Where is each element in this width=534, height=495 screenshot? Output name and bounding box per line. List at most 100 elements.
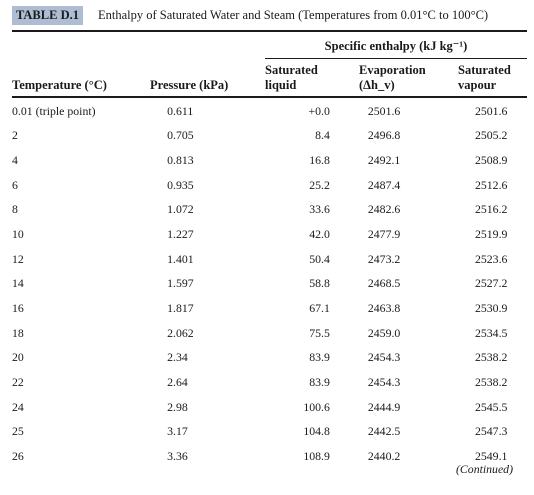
table-row: 20 2.34 83.9 2454.3 2538.2 xyxy=(0,345,534,370)
cell-pressure: 2.64 xyxy=(167,374,188,389)
cell-temperature: 12 xyxy=(12,251,24,266)
cell-evaporation: 2477.9 xyxy=(367,227,401,242)
table-row: 24 2.98 100.6 2444.9 2545.5 xyxy=(0,395,534,420)
cell-temperature: 4 xyxy=(12,153,18,168)
table-row: 8 1.072 33.6 2482.6 2516.2 xyxy=(0,198,534,223)
specific-enthalpy-header: Specific enthalpy (kJ kg⁻¹) xyxy=(324,39,468,53)
cell-saturated-vapour: 2508.9 xyxy=(474,153,508,168)
header-saturated-liquid: Saturated liquid xyxy=(265,63,318,93)
table-row: 18 2.062 75.5 2459.0 2534.5 xyxy=(0,321,534,346)
cell-pressure: 0.935 xyxy=(167,177,194,192)
header-saturated-liquid-line1: Saturated xyxy=(265,63,318,77)
continued-note: (Continued) xyxy=(456,462,514,476)
cell-temperature: 22 xyxy=(12,374,24,389)
cell-saturated-vapour: 2516.2 xyxy=(474,202,508,217)
cell-pressure: 2.34 xyxy=(167,350,188,365)
cell-saturated-liquid: +0.0 xyxy=(308,103,330,118)
cell-saturated-liquid: 8.4 xyxy=(315,128,330,143)
header-saturated-liquid-line2: liquid xyxy=(265,78,297,92)
table-row: 12 1.401 50.4 2473.2 2523.6 xyxy=(0,247,534,272)
table-row: 22 2.64 83.9 2454.3 2538.2 xyxy=(0,370,534,395)
cell-saturated-vapour: 2523.6 xyxy=(474,251,508,266)
cell-saturated-vapour: 2519.9 xyxy=(474,227,508,242)
table-row: 6 0.935 25.2 2487.4 2512.6 xyxy=(0,173,534,198)
enthalpy-table: 0.01 (triple point) 0.611 +0.0 2501.6 2501.6… xyxy=(0,99,534,469)
cell-pressure: 2.98 xyxy=(167,399,188,414)
header-saturated-vapour: Saturated vapour xyxy=(458,63,511,93)
cell-pressure: 3.17 xyxy=(167,424,188,439)
cell-pressure: 1.817 xyxy=(167,300,194,315)
cell-pressure: 2.062 xyxy=(167,325,194,340)
cell-saturated-liquid: 83.9 xyxy=(309,350,330,365)
cell-saturated-vapour: 2534.5 xyxy=(474,325,508,340)
cell-saturated-liquid: 58.8 xyxy=(309,276,330,291)
header-bottom-rule xyxy=(12,96,527,98)
cell-temperature: 10 xyxy=(12,227,24,242)
cell-saturated-liquid: 75.5 xyxy=(309,325,330,340)
cell-pressure: 1.227 xyxy=(167,227,194,242)
cell-temperature: 18 xyxy=(12,325,24,340)
cell-saturated-vapour: 2505.2 xyxy=(474,128,508,143)
cell-evaporation: 2468.5 xyxy=(367,276,401,291)
cell-saturated-vapour: 2549.1 xyxy=(474,448,508,463)
cell-saturated-liquid: 42.0 xyxy=(309,227,330,242)
cell-temperature: 2 xyxy=(12,128,18,143)
header-pressure: Pressure (kPa) xyxy=(150,78,229,92)
table-row: 10 1.227 42.0 2477.9 2519.9 xyxy=(0,222,534,247)
cell-temperature: 16 xyxy=(12,300,24,315)
table-row: 26 3.36 108.9 2440.2 2549.1 xyxy=(0,444,534,469)
cell-pressure: 3.36 xyxy=(167,448,188,463)
table-row: 0.01 (triple point) 0.611 +0.0 2501.6 2501.6 xyxy=(0,99,534,124)
cell-temperature: 20 xyxy=(12,350,24,365)
cell-saturated-vapour: 2538.2 xyxy=(474,350,508,365)
cell-temperature: 14 xyxy=(12,276,24,291)
cell-temperature: 24 xyxy=(12,399,24,414)
header-temperature: Temperature (°C) xyxy=(12,78,107,92)
cell-saturated-vapour: 2512.6 xyxy=(474,177,508,192)
cell-temperature: 26 xyxy=(12,448,24,463)
table-row: 2 0.705 8.4 2496.8 2505.2 xyxy=(0,124,534,149)
cell-saturated-liquid: 67.1 xyxy=(309,300,330,315)
cell-evaporation: 2454.3 xyxy=(367,350,401,365)
table-number-tag: TABLE D.1 xyxy=(12,6,83,25)
cell-evaporation: 2444.9 xyxy=(367,399,401,414)
cell-saturated-vapour: 2538.2 xyxy=(474,374,508,389)
header-evaporation: Evaporation (Δh_v) xyxy=(359,63,426,93)
cell-evaporation: 2440.2 xyxy=(367,448,401,463)
header-evaporation-line1: Evaporation xyxy=(359,63,426,77)
cell-saturated-liquid: 16.8 xyxy=(309,153,330,168)
table-row: 4 0.813 16.8 2492.1 2508.9 xyxy=(0,148,534,173)
top-rule xyxy=(12,30,527,32)
cell-saturated-liquid: 50.4 xyxy=(309,251,330,266)
cell-evaporation: 2501.6 xyxy=(367,103,401,118)
cell-temperature: 0.01 (triple point) xyxy=(12,103,96,118)
cell-evaporation: 2459.0 xyxy=(367,325,401,340)
cell-evaporation: 2463.8 xyxy=(367,300,401,315)
cell-evaporation: 2442.5 xyxy=(367,424,401,439)
cell-saturated-vapour: 2547.3 xyxy=(474,424,508,439)
cell-saturated-vapour: 2501.6 xyxy=(474,103,508,118)
cell-evaporation: 2496.8 xyxy=(367,128,401,143)
cell-evaporation: 2487.4 xyxy=(367,177,401,192)
table-title: TABLE D.1 Enthalpy of Saturated Water an… xyxy=(12,6,527,26)
cell-evaporation: 2482.6 xyxy=(367,202,401,217)
cell-saturated-liquid: 33.6 xyxy=(309,202,330,217)
cell-pressure: 0.813 xyxy=(167,153,194,168)
cell-pressure: 1.401 xyxy=(167,251,194,266)
cell-saturated-liquid: 104.8 xyxy=(303,424,330,439)
cell-pressure: 0.611 xyxy=(167,103,194,118)
table-row: 14 1.597 58.8 2468.5 2527.2 xyxy=(0,271,534,296)
cell-saturated-liquid: 108.9 xyxy=(303,448,330,463)
spanner-rule xyxy=(265,58,527,59)
cell-saturated-vapour: 2545.5 xyxy=(474,399,508,414)
header-evaporation-line2: (Δh_v) xyxy=(359,78,395,92)
cell-temperature: 25 xyxy=(12,424,24,439)
cell-saturated-liquid: 25.2 xyxy=(309,177,330,192)
cell-temperature: 6 xyxy=(12,177,18,192)
table-row: 25 3.17 104.8 2442.5 2547.3 xyxy=(0,419,534,444)
cell-evaporation: 2492.1 xyxy=(367,153,401,168)
cell-saturated-liquid: 83.9 xyxy=(309,374,330,389)
header-saturated-vapour-line1: Saturated xyxy=(458,63,511,77)
table-caption: Enthalpy of Saturated Water and Steam (T… xyxy=(98,8,489,22)
cell-temperature: 8 xyxy=(12,202,18,217)
